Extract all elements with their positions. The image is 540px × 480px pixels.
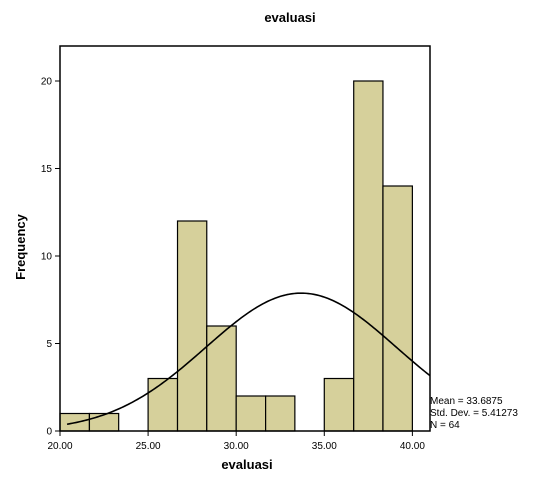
histogram-bar-9 bbox=[323, 377, 355, 432]
x-tick-label-3: 35.00 bbox=[312, 441, 337, 452]
histogram-bar-6 bbox=[235, 395, 267, 432]
plot-frame bbox=[59, 45, 431, 432]
x-axis-label: evaluasi bbox=[221, 457, 272, 472]
x-tick-label-0: 20.00 bbox=[47, 441, 72, 452]
histogram-bar-5 bbox=[206, 325, 237, 432]
normal-curve bbox=[66, 292, 431, 426]
histogram-bar-1 bbox=[88, 412, 120, 432]
y-tick-label-3: 15 bbox=[41, 164, 53, 175]
y-tick-label-0: 0 bbox=[46, 427, 52, 438]
y-tick-label-1: 5 bbox=[46, 339, 52, 350]
x-tick-label-2: 30.00 bbox=[224, 441, 249, 452]
histogram-bar-11 bbox=[382, 185, 413, 432]
stat-std-dev: Std. Dev. = 5.41273 bbox=[430, 408, 518, 419]
x-tick-label-4: 40.00 bbox=[400, 441, 425, 452]
stat-mean: Mean = 33.6875 bbox=[430, 396, 503, 407]
y-tick-label-4: 20 bbox=[41, 77, 53, 88]
statistics-box: Mean = 33.6875 Std. Dev. = 5.41273 N = 6… bbox=[430, 396, 518, 431]
y-tick-label-2: 10 bbox=[41, 252, 53, 263]
histogram-bar-10 bbox=[353, 80, 384, 432]
plot-area: 20.00 25.00 30.00 35.00 40.00 0 5 10 15 20 bbox=[41, 45, 431, 452]
histogram-bar-7 bbox=[265, 395, 296, 432]
histogram-bar-3 bbox=[147, 377, 179, 432]
x-tick-label-1: 25.00 bbox=[136, 441, 161, 452]
y-axis-label: Frequency bbox=[13, 213, 28, 280]
histogram-bar-4 bbox=[176, 220, 208, 432]
stat-n: N = 64 bbox=[430, 420, 460, 431]
chart-title: evaluasi bbox=[264, 10, 315, 25]
